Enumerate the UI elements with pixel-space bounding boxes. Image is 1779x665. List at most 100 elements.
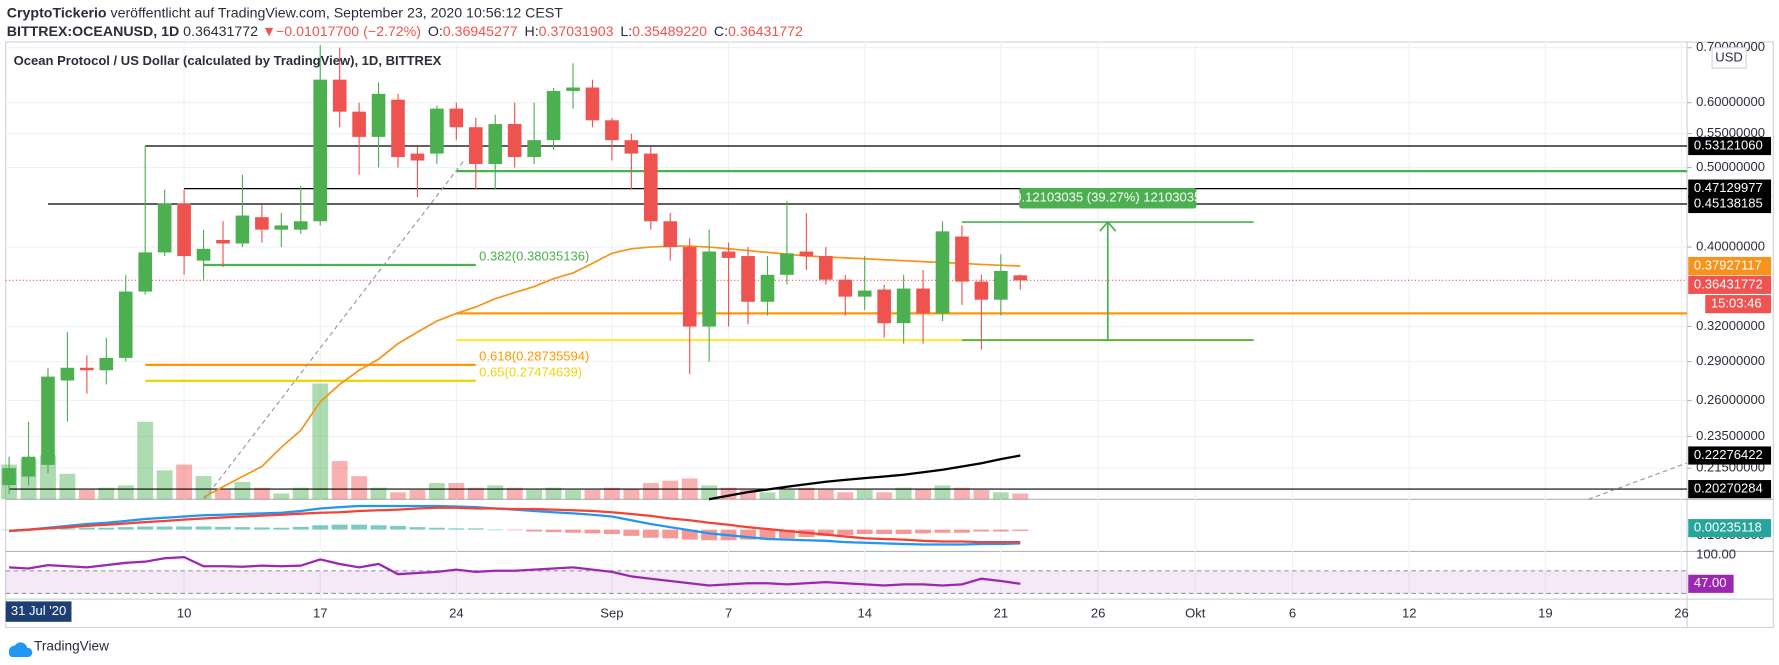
volume-bar xyxy=(331,461,348,500)
volume-bar xyxy=(526,490,543,500)
macd-histogram-bar xyxy=(312,525,329,530)
candle-body xyxy=(741,256,755,302)
measure-arrow-head xyxy=(1099,220,1117,232)
ohlc-key: O: xyxy=(428,24,443,40)
candle-body xyxy=(255,217,269,230)
macd-histogram-bar xyxy=(662,529,679,539)
volume-bar xyxy=(778,490,795,500)
volume-bar xyxy=(467,487,484,500)
candle-body xyxy=(21,456,36,477)
candle-body xyxy=(468,127,483,165)
x-tick-label: Sep xyxy=(600,605,623,620)
candle-body xyxy=(799,251,814,257)
x-tick-label: 12 xyxy=(1402,605,1417,620)
macd-histogram-bar xyxy=(506,529,523,531)
fib-label: 0.65(0.27474639) xyxy=(479,364,582,379)
volume-bar xyxy=(565,490,581,500)
macd-histogram-bar xyxy=(234,527,251,530)
volume-bar xyxy=(176,464,193,500)
macd-histogram-bar xyxy=(526,529,543,532)
plot-layer: 10 17 24 Sep 7 14 21 26 Okt 6 12 19 260.700000000.60… xyxy=(1,39,1772,620)
y-tick-label: 0.29000000 xyxy=(1696,353,1765,368)
volume-bar xyxy=(740,490,756,500)
volume-bar xyxy=(817,490,834,500)
measure-label: 0.12103035 (39.27%) 12103035 xyxy=(1014,190,1201,205)
countdown-box xyxy=(1705,295,1772,314)
fib-trend-line xyxy=(203,158,466,500)
x-tick-label: 17 xyxy=(313,605,328,620)
candle-body xyxy=(430,108,444,154)
macd-histogram-bar xyxy=(428,527,445,530)
volume-bar xyxy=(992,492,1009,500)
crosshair-date-box xyxy=(5,601,72,622)
change: −0.01017700 (−2.72%) xyxy=(276,24,421,40)
candle-body xyxy=(877,289,891,324)
ohlc-value: 0.36431772 xyxy=(728,24,803,40)
level-label: 0.45138185 xyxy=(1694,195,1763,210)
macd-histogram-bar xyxy=(681,529,698,540)
x-tick-label: 14 xyxy=(857,605,872,620)
macd-histogram-bar xyxy=(448,528,465,530)
macd-histogram-bar xyxy=(915,529,932,534)
long-ma-label-box xyxy=(1688,446,1772,465)
volume-bar xyxy=(273,493,290,500)
level-label: 0.20270284 xyxy=(1694,481,1763,496)
candle-body xyxy=(157,203,172,253)
macd-histogram-bar xyxy=(817,529,834,536)
macd-histogram-bar xyxy=(565,529,581,533)
macd-histogram-bar xyxy=(487,529,504,531)
candle-body xyxy=(721,251,736,258)
candle-body xyxy=(857,290,872,297)
volume-bar xyxy=(156,470,173,500)
volume-bar xyxy=(895,487,912,500)
x-tick-label: 10 xyxy=(177,605,192,620)
volume-bar xyxy=(312,383,329,500)
chart-title: Ocean Protocol / US Dollar (calculated b… xyxy=(14,53,442,68)
macd-histogram-bar xyxy=(740,529,756,540)
candle-body xyxy=(916,288,930,314)
candle-body xyxy=(352,111,366,137)
volume-bar xyxy=(798,487,815,500)
volume-bar xyxy=(40,455,56,500)
y-tick-label: 0.32000000 xyxy=(1696,318,1765,333)
macd-histogram-bar xyxy=(992,529,1009,532)
candle-body xyxy=(644,153,658,222)
volume-bar xyxy=(370,487,387,500)
macd-histogram-bar xyxy=(954,529,970,533)
candle-body xyxy=(371,93,386,137)
level-label-box xyxy=(1688,179,1772,198)
y-tick-label: 0.26000000 xyxy=(1696,392,1765,407)
volume-bar xyxy=(973,490,990,500)
volume-bar xyxy=(1012,493,1029,500)
candle-body xyxy=(819,256,833,280)
measure-box xyxy=(1019,188,1197,209)
volume-bar xyxy=(837,492,854,500)
ohlc-value: 0.36945277 xyxy=(443,24,518,40)
currency-box[interactable] xyxy=(1711,47,1747,69)
macd-histogram-bar xyxy=(1012,529,1029,531)
rsi-band xyxy=(5,570,1688,594)
candle-body xyxy=(974,281,989,300)
volume-bar xyxy=(195,476,212,500)
ohlc-key: C: xyxy=(714,24,728,40)
macd-histogram-bar xyxy=(137,526,154,530)
candle-body xyxy=(780,253,794,275)
candle-body xyxy=(332,79,347,112)
candle-body xyxy=(682,247,697,327)
volume-bar xyxy=(934,485,951,500)
branding[interactable]: TradingView xyxy=(34,638,109,653)
x-tick-label: 21 xyxy=(994,605,1009,620)
volume-bar xyxy=(506,487,523,500)
volume-bar xyxy=(642,483,659,500)
macd-histogram-bar xyxy=(409,527,426,530)
x-tick-label: 7 xyxy=(725,605,732,620)
candle-body xyxy=(527,140,541,158)
candle-body xyxy=(80,367,94,371)
y-tick-label: 0.23500000 xyxy=(1696,428,1765,443)
candle-body xyxy=(663,221,678,248)
candle-body xyxy=(546,90,561,141)
volume-bar xyxy=(856,490,873,500)
candle-body xyxy=(177,203,191,257)
macd-histogram-bar xyxy=(331,524,348,530)
